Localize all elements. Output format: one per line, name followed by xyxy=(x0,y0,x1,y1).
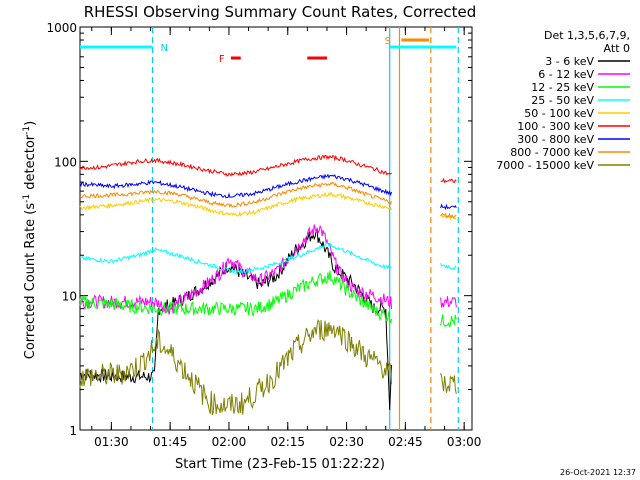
series-line xyxy=(440,314,457,329)
series-line xyxy=(440,263,457,271)
x-tick-label: 02:45 xyxy=(388,435,423,449)
x-tick-label: 01:45 xyxy=(153,435,188,449)
legend-label: 7000 - 15000 keV xyxy=(496,159,594,172)
series-line xyxy=(79,181,393,208)
series-line xyxy=(79,224,393,315)
x-tick-label: 02:00 xyxy=(212,435,247,449)
series-line xyxy=(440,177,457,184)
legend-header-2: Att 0 xyxy=(604,42,630,55)
series-line xyxy=(79,229,393,410)
legend-label: 3 - 6 keV xyxy=(545,55,594,68)
y-axis-label-mid: detector xyxy=(23,134,38,194)
plot-frame xyxy=(79,26,473,431)
y-axis: 1 10 100 1000 xyxy=(46,21,472,438)
y-tick-label: 10 xyxy=(62,290,77,304)
y-tick-label: 1 xyxy=(69,424,77,438)
x-tick-label: 01:30 xyxy=(94,435,129,449)
footer-timestamp: 26-Oct-2021 12:37 xyxy=(560,468,636,477)
legend-label: 100 - 300 keV xyxy=(517,120,594,133)
series-line xyxy=(79,319,393,416)
legend-label: 6 - 12 keV xyxy=(538,68,594,81)
legend-label: 12 - 25 keV xyxy=(531,81,594,94)
series-line xyxy=(79,173,393,199)
series-line xyxy=(440,373,457,394)
x-axis-label: Start Time (23-Feb-15 01:22:22) xyxy=(175,457,385,472)
series-line xyxy=(79,270,393,324)
y-axis-label-end: ) xyxy=(23,121,38,126)
legend-label: 800 - 7000 keV xyxy=(510,146,594,159)
y-axis-label-sup2: -1 xyxy=(22,126,32,135)
reference-lines xyxy=(151,27,459,430)
flag-label-f: F xyxy=(219,54,225,65)
flag-label-n: N xyxy=(161,43,168,54)
legend-label: 50 - 100 keV xyxy=(524,107,594,120)
legend-header-1: Det 1,3,5,6,7,9, xyxy=(544,29,630,42)
legend-label: 25 - 50 keV xyxy=(531,94,594,107)
series-line xyxy=(79,241,392,276)
legend-label: 300 - 800 keV xyxy=(517,133,594,146)
status-flags: N F S xyxy=(80,36,457,65)
series-line xyxy=(79,191,393,217)
y-tick-label: 1000 xyxy=(46,21,77,35)
chart-title: RHESSI Observing Summary Count Rates, Co… xyxy=(84,3,477,21)
plot-frame-rect xyxy=(79,26,473,431)
series-line xyxy=(440,212,457,219)
y-tick-label: 100 xyxy=(54,155,77,169)
flag-label-s: S xyxy=(385,36,391,47)
series-line xyxy=(79,154,392,177)
x-axis: 01:30 01:45 02:00 02:15 02:30 02:45 03:00 xyxy=(91,27,482,449)
series-line xyxy=(440,296,457,308)
x-tick-label: 02:30 xyxy=(329,435,364,449)
y-axis-label: Corrected Count Rate (s-1 detector-1) xyxy=(22,121,38,359)
series-lines xyxy=(79,154,457,416)
y-axis-label-main: Corrected Count Rate (s xyxy=(23,203,38,360)
y-axis-label-sup1: -1 xyxy=(22,194,32,203)
x-tick-label: 02:15 xyxy=(270,435,305,449)
x-tick-label: 03:00 xyxy=(447,435,482,449)
series-line xyxy=(440,203,457,211)
